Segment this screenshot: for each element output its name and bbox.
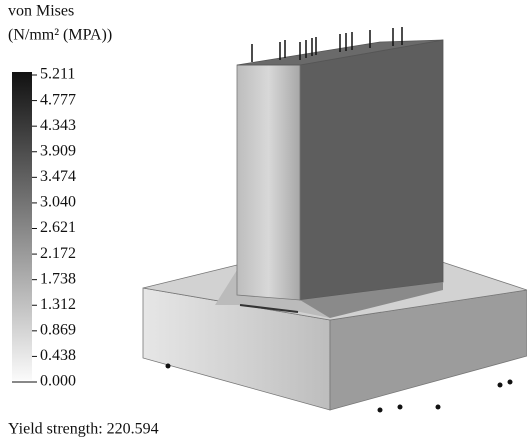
legend-label: 2.621 <box>40 219 76 236</box>
legend-label: 3.909 <box>40 142 76 159</box>
legend-title: von Mises <box>8 3 74 20</box>
legend-label: 0.869 <box>40 322 76 339</box>
screen: von Mises (N/mm² (MPA)) 5.211 4.777 4.343 3… <box>0 0 527 443</box>
legend-label: 2.172 <box>40 245 76 262</box>
legend-unit: (N/mm² (MPA)) <box>8 27 112 44</box>
legend-label: 1.738 <box>40 270 76 287</box>
legend-label: 5.211 <box>40 66 75 83</box>
model <box>143 27 527 413</box>
legend-label: 4.777 <box>40 91 76 108</box>
color-bar <box>12 72 32 380</box>
yield-strength: Yield strength: 220.594 <box>8 421 159 438</box>
legend-label: 0.000 <box>40 373 76 390</box>
legend-label: 4.343 <box>40 117 76 134</box>
legend-label: 3.474 <box>40 168 76 185</box>
legend-label: 1.312 <box>40 296 76 313</box>
legend-label: 3.040 <box>40 194 76 211</box>
legend-label: 0.438 <box>40 347 76 364</box>
